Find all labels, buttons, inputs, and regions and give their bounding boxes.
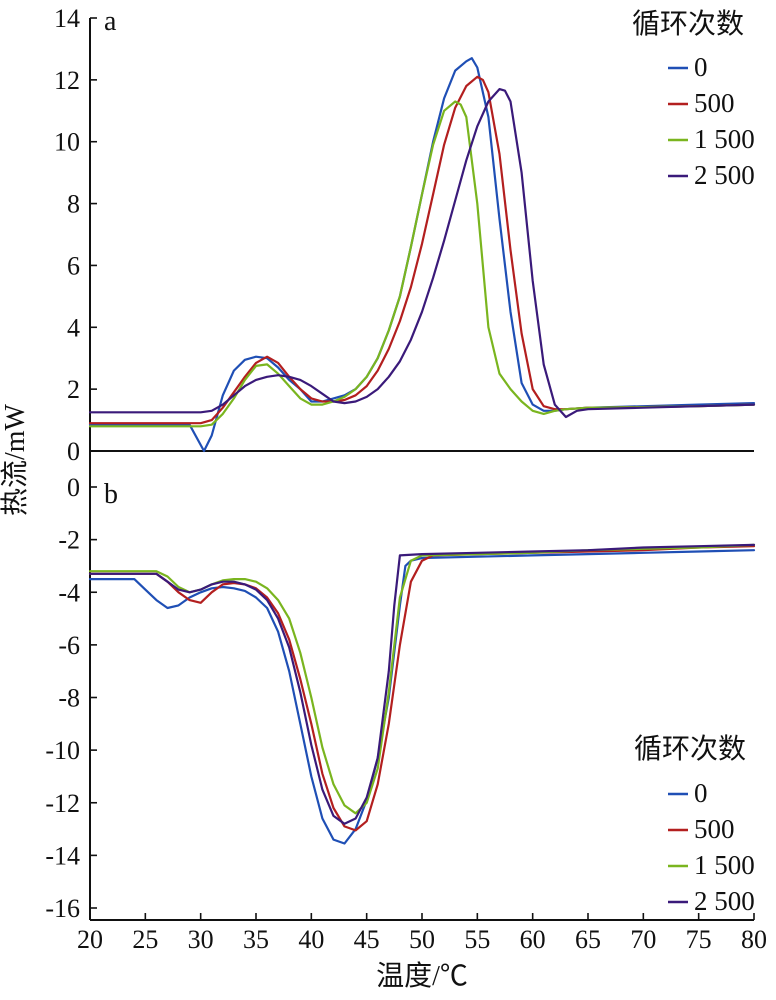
panel-a-curves — [88, 57, 756, 453]
legend-a-items: 0 500 1 500 2 500 — [668, 52, 755, 190]
y-tick-label: -10 — [45, 736, 80, 765]
y-tick-label: 0 — [67, 473, 80, 502]
y-tick-label: 6 — [67, 251, 80, 280]
y-tick-label: -6 — [58, 631, 80, 660]
y-tick-label: 8 — [67, 190, 80, 219]
legend-label: 500 — [694, 814, 735, 844]
y-tick-label: 14 — [54, 4, 80, 33]
panel-b-label: b — [104, 479, 118, 510]
axes-frame — [89, 18, 754, 921]
legend-label: 2 500 — [694, 886, 755, 916]
y-axis-title: 热流/mW — [0, 403, 31, 516]
panel-a-legend: 循环次数 0 500 1 500 2 500 — [632, 8, 755, 190]
y-tick-label: -2 — [58, 526, 80, 555]
y-tick-label: 4 — [67, 313, 80, 342]
y-tick-label: 10 — [54, 128, 80, 157]
x-tick-label: 80 — [741, 925, 767, 954]
legend-label: 2 500 — [694, 160, 755, 190]
x-tick-label: 55 — [464, 925, 490, 954]
y-tick-label: 0 — [67, 437, 80, 466]
x-tick-label: 20 — [77, 925, 103, 954]
legend-label: 500 — [694, 88, 735, 118]
legend-b-items: 0 500 1 500 2 500 — [668, 778, 755, 916]
series-line-500 — [88, 75, 756, 425]
x-tick-label: 25 — [132, 925, 158, 954]
legend-label: 0 — [694, 778, 708, 808]
y-tick-label: -8 — [58, 684, 80, 713]
series-line-1500 — [88, 543, 756, 815]
y-tick-label: -4 — [58, 578, 80, 607]
series-line-0 — [88, 549, 756, 845]
x-axis-ticks: 20 25 30 35 40 45 50 55 60 65 70 75 80 — [77, 913, 767, 954]
panel-b-legend: 循环次数 0 500 1 500 2 500 — [634, 733, 755, 916]
legend-label: 1 500 — [694, 124, 755, 154]
panel-a-ticks: 0 2 4 6 8 10 12 14 — [54, 4, 97, 466]
series-line-2500 — [88, 87, 756, 419]
series-line-1500 — [88, 100, 756, 428]
y-tick-label: -14 — [45, 841, 80, 870]
y-tick-label: 2 — [67, 375, 80, 404]
y-tick-label: 12 — [54, 66, 80, 95]
legend-label: 0 — [694, 52, 708, 82]
panel-b-curves — [88, 543, 756, 845]
series-line-0 — [88, 57, 756, 453]
x-tick-label: 70 — [630, 925, 656, 954]
panel-a-label: a — [104, 6, 117, 37]
x-tick-label: 35 — [243, 925, 269, 954]
x-tick-label: 30 — [188, 925, 214, 954]
series-line-2500 — [88, 543, 756, 825]
series-line-500 — [88, 545, 756, 832]
legend-label: 1 500 — [694, 850, 755, 880]
x-tick-label: 45 — [354, 925, 380, 954]
x-tick-label: 75 — [686, 925, 712, 954]
x-tick-label: 40 — [298, 925, 324, 954]
panel-b-ticks: 0 -2 -4 -6 -8 -10 -12 -14 -16 — [45, 473, 97, 923]
y-tick-label: -12 — [45, 789, 80, 818]
x-tick-label: 60 — [520, 925, 546, 954]
legend-a-title: 循环次数 — [632, 8, 744, 40]
x-tick-label: 65 — [575, 925, 601, 954]
legend-b-title: 循环次数 — [634, 733, 746, 765]
x-axis-title: 温度/℃ — [376, 960, 468, 992]
y-tick-label: -16 — [45, 894, 80, 923]
x-tick-label: 50 — [409, 925, 435, 954]
